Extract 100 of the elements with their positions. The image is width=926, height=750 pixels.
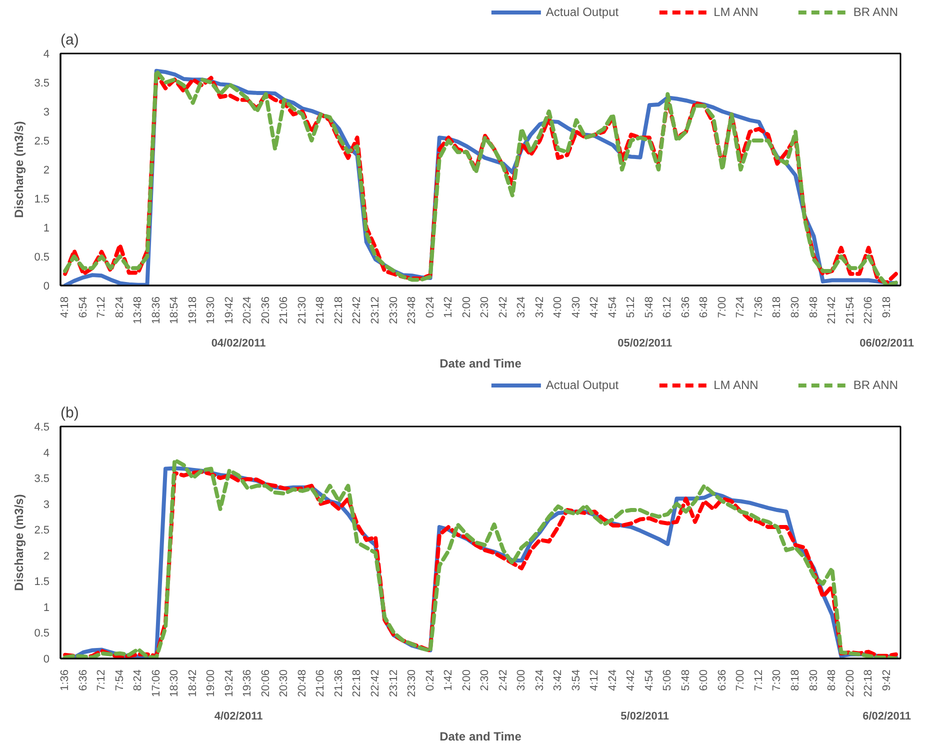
x-tick-label: 7:24	[734, 296, 747, 318]
x-tick-label: 8:30	[790, 296, 802, 318]
x-tick-label: 1:36	[59, 669, 72, 691]
y-tick-label: 3	[43, 106, 50, 118]
y-tick-label: 1	[43, 222, 50, 234]
x-tick-label: 3:42	[552, 669, 564, 691]
x-tick-label: 3:54	[570, 669, 582, 691]
x-tick-label: 23:12	[388, 669, 400, 698]
x-tick-label: 19:30	[205, 296, 218, 324]
x-tick-label: 4:54	[606, 296, 619, 318]
x-tick-label: 20:06	[260, 669, 272, 698]
y-axis-title: Discharge (m3/s)	[12, 494, 26, 591]
x-tick-label: 7:00	[734, 669, 747, 691]
y-tick-label: 1	[43, 602, 50, 614]
x-tick-label: 22:06	[862, 296, 875, 324]
x-tick-label: 8:24	[132, 669, 144, 691]
x-tick-label: 4:30	[570, 296, 582, 318]
x-tick-label: 7:30	[771, 669, 784, 691]
y-tick-label: 2.5	[34, 136, 50, 148]
x-tick-label: 21:30	[296, 296, 308, 324]
y-tick-label: 2.5	[34, 524, 50, 537]
x-tick-label: 19:00	[205, 669, 218, 698]
x-tick-label: 21:48	[314, 296, 327, 324]
x-tick-label: 23:30	[388, 296, 400, 324]
x-tick-label: 19:18	[186, 296, 199, 324]
legend-label: BR ANN	[853, 5, 898, 19]
legend-label: Actual Output	[546, 5, 619, 19]
x-tick-label: 6:48	[698, 296, 710, 318]
y-tick-label: 2	[43, 164, 50, 176]
x-tick-label: 20:30	[278, 669, 290, 698]
x-tick-label: 4:42	[588, 296, 601, 318]
x-tick-label: 8:30	[808, 669, 820, 691]
x-tick-label: 22:42	[370, 669, 382, 698]
x-axis-title: Date and Time	[440, 356, 522, 370]
x-tick-label: 17:06	[150, 669, 162, 698]
y-tick-label: 4.5	[34, 422, 50, 434]
x-tick-label: 3:42	[534, 296, 546, 318]
text: 4/02/2011	[214, 710, 263, 722]
chart-title: (a)	[60, 32, 79, 48]
x-tick-label: 2:42	[497, 669, 510, 691]
x-tick-label: 22:18	[862, 669, 875, 698]
x-tick-label: 3:24	[516, 296, 528, 318]
y-axis-title: Discharge (m3/s)	[12, 121, 26, 218]
x-tick-label: 0:24	[424, 296, 436, 318]
y-tick-label: 3.5	[34, 78, 50, 90]
text: 6/02/2011	[862, 710, 911, 722]
x-tick-label: 1:42	[442, 669, 455, 691]
x-tick-label: 4:54	[643, 669, 656, 691]
text: 04/02/2011	[211, 338, 266, 350]
y-tick-label: 0.5	[34, 252, 50, 264]
x-tick-label: 21:42	[826, 296, 838, 324]
x-tick-label: 4:12	[588, 669, 601, 691]
x-tick-label: 0:24	[424, 669, 436, 691]
legend-label: LM ANN	[714, 378, 758, 392]
x-tick-label: 19:24	[223, 669, 236, 698]
x-tick-label: 7:36	[752, 296, 765, 318]
x-tick-label: 22:42	[351, 296, 364, 324]
y-tick-label: 2	[43, 550, 50, 562]
x-tick-label: 5:12	[625, 296, 638, 318]
x-tick-label: 3:00	[516, 669, 528, 691]
x-tick-label: 20:24	[242, 296, 254, 324]
x-tick-label: 5:48	[643, 296, 656, 318]
x-tick-label: 9:18	[880, 296, 893, 318]
y-tick-label: 3.5	[34, 473, 50, 486]
x-tick-label: 2:30	[479, 296, 492, 318]
x-tick-label: 21:36	[332, 669, 345, 698]
x-tick-label: 8:18	[790, 669, 802, 691]
x-tick-label: 7:12	[752, 669, 765, 691]
legend-label: Actual Output	[546, 378, 619, 392]
chart-title: (b)	[60, 404, 79, 422]
x-tick-label: 21:06	[278, 296, 290, 324]
x-tick-label: 18:54	[168, 296, 181, 324]
legend-label: LM ANN	[714, 5, 758, 19]
text: 06/02/2011	[860, 338, 914, 350]
x-tick-label: 13:48	[132, 296, 144, 324]
x-tick-label: 22:18	[351, 669, 364, 698]
x-tick-label: 22:00	[844, 669, 856, 698]
x-tick-label: 7:12	[96, 296, 108, 318]
x-tick-label: 2:42	[497, 296, 510, 318]
x-tick-label: 8:24	[114, 296, 126, 318]
x-tick-label: 6:12	[662, 296, 674, 318]
y-tick-label: 0.5	[34, 628, 50, 640]
x-tick-label: 23:48	[406, 296, 418, 324]
x-tick-label: 2:00	[460, 296, 473, 318]
x-tick-label: 19:36	[242, 669, 254, 698]
x-tick-label: 2:30	[479, 669, 492, 691]
x-tick-label: 4:00	[552, 296, 564, 318]
x-tick-label: 8:48	[808, 296, 820, 318]
x-tick-label: 6:54	[77, 296, 90, 318]
x-tick-label: 5:06	[662, 669, 674, 691]
x-axis-title: Date and Time	[440, 730, 522, 744]
x-tick-label: 18:42	[186, 669, 199, 698]
x-tick-label: 21:06	[314, 669, 327, 698]
x-tick-label: 9:42	[880, 669, 893, 691]
x-tick-label: 4:24	[606, 669, 619, 691]
x-tick-label: 8:18	[771, 296, 784, 318]
x-tick-label: 6:36	[716, 669, 728, 691]
x-tick-label: 6:36	[77, 669, 90, 691]
x-tick-label: 1:42	[442, 296, 455, 318]
text: 05/02/2011	[618, 338, 672, 350]
